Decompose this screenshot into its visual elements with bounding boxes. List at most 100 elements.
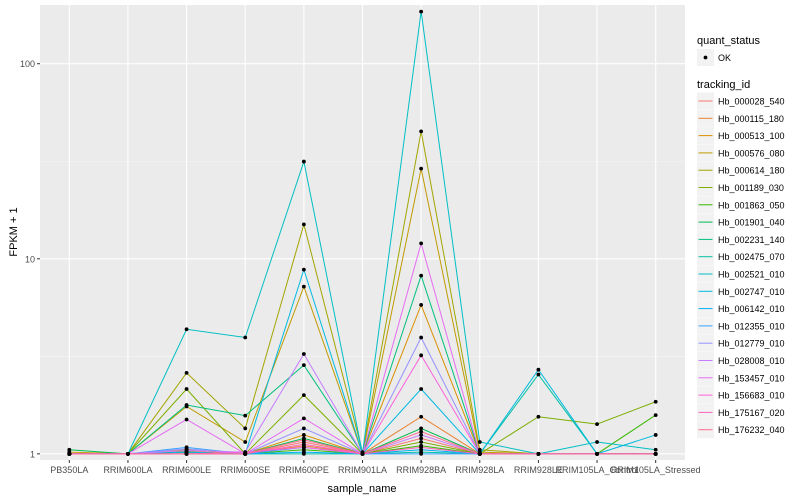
data-point bbox=[301, 433, 306, 437]
x-axis-title: sample_name bbox=[327, 483, 396, 495]
data-point bbox=[419, 436, 424, 441]
data-point bbox=[419, 440, 424, 444]
data-point bbox=[184, 387, 189, 391]
legend-label-tracking-id: Hb_001189_030 bbox=[718, 183, 784, 193]
legend-label-tracking-id: Hb_156683_010 bbox=[718, 391, 785, 401]
legend-label-tracking-id: Hb_001863_050 bbox=[718, 200, 785, 210]
data-point bbox=[653, 433, 658, 437]
data-point bbox=[477, 440, 482, 444]
legend-title-tracking-id: tracking_id bbox=[697, 79, 750, 91]
data-point bbox=[301, 222, 306, 227]
legend-label-tracking-id: Hb_012355_010 bbox=[718, 321, 785, 331]
legend-label-tracking-id: Hb_000513_100 bbox=[718, 131, 785, 141]
data-point bbox=[301, 284, 306, 289]
data-point bbox=[653, 413, 658, 418]
data-point bbox=[595, 422, 599, 427]
x-tick-label: RRIM928LA bbox=[455, 465, 504, 475]
legend-label-tracking-id: Hb_002747_010 bbox=[718, 287, 785, 297]
data-point bbox=[595, 451, 599, 456]
data-point bbox=[536, 372, 541, 377]
y-tick-label: 100 bbox=[20, 59, 35, 69]
legend-label-tracking-id: Hb_001901_040 bbox=[718, 218, 785, 228]
data-point bbox=[67, 451, 72, 456]
data-point bbox=[301, 450, 306, 455]
legend-label-tracking-id: Hb_175167_020 bbox=[718, 408, 785, 418]
data-point bbox=[301, 363, 306, 368]
data-point bbox=[419, 241, 424, 246]
data-point bbox=[184, 451, 189, 456]
data-point bbox=[126, 451, 130, 456]
data-point bbox=[419, 9, 424, 14]
x-tick-label: RRIM600PE bbox=[279, 465, 329, 475]
data-point bbox=[301, 426, 306, 431]
data-points bbox=[67, 9, 658, 456]
data-point bbox=[243, 440, 248, 444]
y-axis-title: FPKM + 1 bbox=[8, 207, 20, 256]
legend-label-tracking-id: Hb_000028_540 bbox=[718, 97, 785, 107]
data-point bbox=[419, 414, 424, 419]
data-point bbox=[419, 303, 424, 307]
legend-label-tracking-id: Hb_028008_010 bbox=[718, 356, 785, 366]
data-point bbox=[595, 440, 599, 444]
legend-label-tracking-id: Hb_176232_040 bbox=[718, 425, 785, 435]
data-point bbox=[419, 451, 424, 456]
x-tick-label: RRIM928LE bbox=[514, 465, 563, 475]
data-point bbox=[301, 416, 306, 421]
legend-label-tracking-id: Hb_012779_010 bbox=[718, 339, 785, 349]
legend-label-tracking-id: Hb_002475_070 bbox=[718, 252, 785, 262]
legend-title-quant-status: quant_status bbox=[697, 35, 760, 47]
legend-label-tracking-id: Hb_002521_010 bbox=[718, 270, 785, 280]
x-tick-label: RRIM928BA bbox=[396, 465, 446, 475]
legend-label-tracking-id: Hb_000576_080 bbox=[718, 148, 785, 158]
data-point bbox=[653, 451, 658, 456]
data-point bbox=[243, 451, 248, 456]
data-point bbox=[67, 447, 72, 452]
legend-label-tracking-id: Hb_000614_180 bbox=[718, 166, 785, 176]
data-point bbox=[653, 399, 658, 404]
data-point bbox=[419, 445, 424, 450]
data-point bbox=[419, 353, 424, 358]
x-tick-label: RRIM901LA bbox=[338, 465, 387, 475]
x-tick-label: RRIM600LA bbox=[103, 465, 152, 475]
data-point bbox=[243, 335, 248, 340]
data-point bbox=[184, 327, 189, 332]
x-tick-label: RRIM600SE bbox=[220, 465, 270, 475]
data-point bbox=[419, 429, 424, 434]
data-point bbox=[419, 433, 424, 437]
data-point bbox=[653, 447, 658, 452]
x-tick-label: RRIM600LE bbox=[162, 465, 211, 475]
y-tick-label: 10 bbox=[25, 254, 35, 264]
data-point bbox=[184, 417, 189, 422]
data-point bbox=[243, 426, 248, 431]
data-point bbox=[419, 335, 424, 340]
data-point bbox=[301, 442, 306, 447]
legend-label-tracking-id: Hb_153457_010 bbox=[718, 373, 785, 383]
legend-label-quant-status: OK bbox=[718, 53, 731, 63]
data-point bbox=[301, 437, 306, 442]
x-tick-label: PB350LA bbox=[50, 465, 88, 475]
x-tick-label: RRIM105LA_Control bbox=[556, 465, 639, 475]
data-point bbox=[477, 451, 482, 456]
legend-point-key bbox=[703, 55, 708, 60]
data-point bbox=[419, 129, 424, 134]
legend-label-tracking-id: Hb_002231_140 bbox=[718, 235, 785, 245]
data-point bbox=[184, 448, 189, 453]
data-point bbox=[301, 393, 306, 398]
data-point bbox=[536, 367, 541, 372]
data-point bbox=[360, 451, 365, 456]
data-point bbox=[536, 451, 541, 456]
y-tick-label: 1 bbox=[30, 449, 35, 459]
data-point bbox=[301, 445, 306, 450]
data-point bbox=[301, 267, 306, 272]
data-point bbox=[184, 403, 189, 407]
data-point bbox=[243, 413, 248, 418]
legend-label-tracking-id: Hb_006142_010 bbox=[718, 304, 785, 314]
data-point bbox=[184, 371, 189, 375]
axes: 1 10 100 PB350LA RRIM600LA RRIM600LE RRIM600SE… bbox=[20, 59, 700, 475]
data-point bbox=[419, 273, 424, 278]
data-point bbox=[419, 387, 424, 391]
data-point bbox=[536, 414, 541, 419]
x-tick-label: RRIM105LA_Stressed bbox=[611, 465, 701, 475]
data-point bbox=[419, 426, 424, 431]
data-point bbox=[301, 159, 306, 164]
